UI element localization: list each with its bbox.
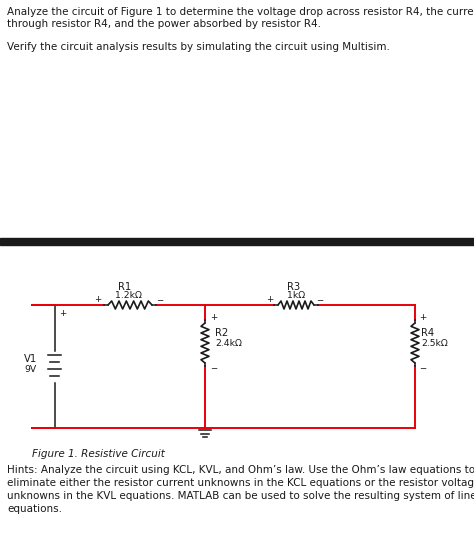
Text: R4: R4 — [421, 328, 434, 338]
Text: Hints: Analyze the circuit using KCL, KVL, and Ohm’s law. Use the Ohm’s law equa: Hints: Analyze the circuit using KCL, KV… — [7, 465, 474, 475]
Text: 1kΩ: 1kΩ — [287, 292, 305, 301]
Text: Analyze the circuit of Figure 1 to determine the voltage drop across resistor R4: Analyze the circuit of Figure 1 to deter… — [7, 7, 474, 17]
Text: −: − — [156, 295, 164, 304]
Text: equations.: equations. — [7, 504, 62, 514]
Text: R3: R3 — [287, 282, 301, 292]
Text: eliminate either the resistor current unknowns in the KCL equations or the resis: eliminate either the resistor current un… — [7, 478, 474, 488]
Text: +: + — [210, 314, 217, 323]
Text: −: − — [419, 364, 426, 373]
Text: R1: R1 — [118, 282, 132, 292]
Text: Figure 1. Resistive Circuit: Figure 1. Resistive Circuit — [32, 449, 165, 459]
Text: unknowns in the KVL equations. MATLAB can be used to solve the resulting system : unknowns in the KVL equations. MATLAB ca… — [7, 491, 474, 501]
Text: V1: V1 — [24, 353, 37, 364]
Text: −: − — [210, 364, 217, 373]
Text: Verify the circuit analysis results by simulating the circuit using Multisim.: Verify the circuit analysis results by s… — [7, 42, 390, 52]
Text: −: − — [316, 295, 324, 304]
Text: +: + — [94, 295, 101, 304]
Text: 1.2kΩ: 1.2kΩ — [115, 292, 141, 301]
Text: 2.5kΩ: 2.5kΩ — [421, 339, 448, 349]
Text: +: + — [419, 314, 426, 323]
Text: +: + — [59, 308, 66, 317]
Text: 9V: 9V — [25, 365, 37, 374]
Bar — [0, 238, 474, 245]
Text: through resistor R4, and the power absorbed by resistor R4.: through resistor R4, and the power absor… — [7, 19, 321, 29]
Text: R2: R2 — [215, 328, 228, 338]
Text: 2.4kΩ: 2.4kΩ — [215, 339, 242, 349]
Text: +: + — [266, 295, 273, 304]
